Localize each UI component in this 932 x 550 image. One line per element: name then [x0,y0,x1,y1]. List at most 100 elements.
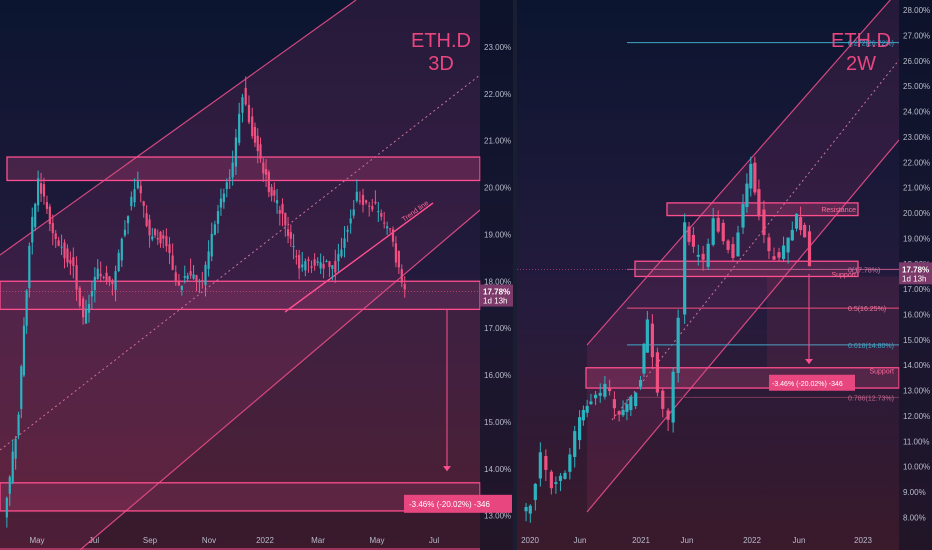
candle[interactable] [671,371,675,423]
candle[interactable] [331,265,334,269]
candle[interactable] [57,240,60,246]
candle[interactable] [48,206,51,225]
candle[interactable] [281,203,284,214]
right-chart-panel[interactable]: 8.00% 9.00% 10.00% 11.00% 12.00% 13.00% 14.00%… [517,0,932,550]
candle[interactable] [244,87,247,105]
candle[interactable] [136,181,139,189]
price-tag[interactable] [480,284,513,307]
candle[interactable] [130,196,133,207]
candle[interactable] [538,452,542,479]
candle[interactable] [573,431,577,457]
candle[interactable] [264,169,268,175]
candle[interactable] [60,246,63,248]
candle[interactable] [334,261,337,273]
zone-support[interactable] [0,280,481,311]
candle[interactable] [625,404,629,412]
candle[interactable] [374,201,377,204]
candle[interactable] [207,251,210,269]
candle[interactable] [642,343,646,374]
candle[interactable] [225,182,228,189]
candle[interactable] [603,383,607,397]
candle[interactable] [612,399,616,409]
candle[interactable] [204,264,207,286]
candle[interactable] [554,482,558,484]
candle[interactable] [772,256,776,260]
candle[interactable] [358,200,362,202]
candle[interactable] [148,219,151,236]
channel-midline[interactable] [0,74,481,451]
candle[interactable] [273,190,276,196]
candle[interactable] [186,275,189,279]
candle[interactable] [645,319,649,353]
candle[interactable] [388,228,392,230]
candle[interactable] [210,233,213,257]
candle[interactable] [355,191,358,201]
candle[interactable] [676,317,680,373]
candle[interactable] [234,137,238,167]
candle[interactable] [304,261,307,271]
candle[interactable] [275,200,279,204]
candle[interactable] [72,257,75,267]
candle[interactable] [180,285,183,291]
candle[interactable] [745,183,749,207]
candle[interactable] [377,211,380,213]
candle[interactable] [798,217,803,231]
candle[interactable] [298,255,301,269]
candle[interactable] [51,223,54,234]
candle[interactable] [711,218,715,245]
candle[interactable] [701,253,705,260]
candle[interactable] [289,232,292,239]
candle[interactable] [168,244,171,254]
left-chart-panel[interactable]: 13.00% 14.00% 15.00% 16.00% 17.00% 18.00% 19.0… [0,0,513,550]
candle[interactable] [741,204,745,228]
candle[interactable] [577,417,582,441]
candle[interactable] [368,205,371,207]
candle[interactable] [241,97,244,113]
price-tag[interactable] [899,262,932,285]
candle[interactable] [753,162,757,193]
candle[interactable] [198,280,201,282]
candle[interactable] [749,163,753,189]
candle[interactable] [568,454,572,472]
candle[interactable] [803,224,807,238]
candle[interactable] [93,276,96,291]
candle[interactable] [549,471,553,489]
candle[interactable] [617,411,621,415]
candle[interactable] [142,201,145,206]
right-chart-svg[interactable]: 8.00% 9.00% 10.00% 11.00% 12.00% 13.00% 14.00%… [517,0,932,550]
candle[interactable] [5,497,8,518]
candle[interactable] [397,250,400,268]
candle[interactable] [691,234,696,247]
candle[interactable] [544,455,548,470]
candle[interactable] [37,178,40,206]
candle[interactable] [585,405,589,413]
candle[interactable] [99,273,102,277]
candle[interactable] [316,261,319,263]
candle[interactable] [183,276,186,278]
candle[interactable] [310,266,313,268]
candle[interactable] [66,248,69,263]
candle[interactable] [716,217,720,232]
candle[interactable] [96,268,99,280]
candle[interactable] [39,183,43,194]
candle[interactable] [786,237,790,253]
candle[interactable] [87,304,91,313]
candle[interactable] [349,218,352,224]
candle[interactable] [400,269,403,283]
candle[interactable] [319,262,322,269]
candle[interactable] [238,113,241,143]
candle[interactable] [621,409,625,416]
candle[interactable] [174,272,177,282]
candle[interactable] [228,177,231,179]
candle[interactable] [171,255,174,270]
candle[interactable] [105,272,108,281]
candle[interactable] [608,387,612,392]
candle[interactable] [256,135,259,152]
candle[interactable] [14,438,17,459]
candle[interactable] [313,259,316,266]
candle[interactable] [666,410,670,420]
trend-line[interactable] [284,202,434,313]
candle[interactable] [31,216,34,243]
zone-support[interactable] [634,260,859,278]
candle[interactable] [346,229,349,232]
